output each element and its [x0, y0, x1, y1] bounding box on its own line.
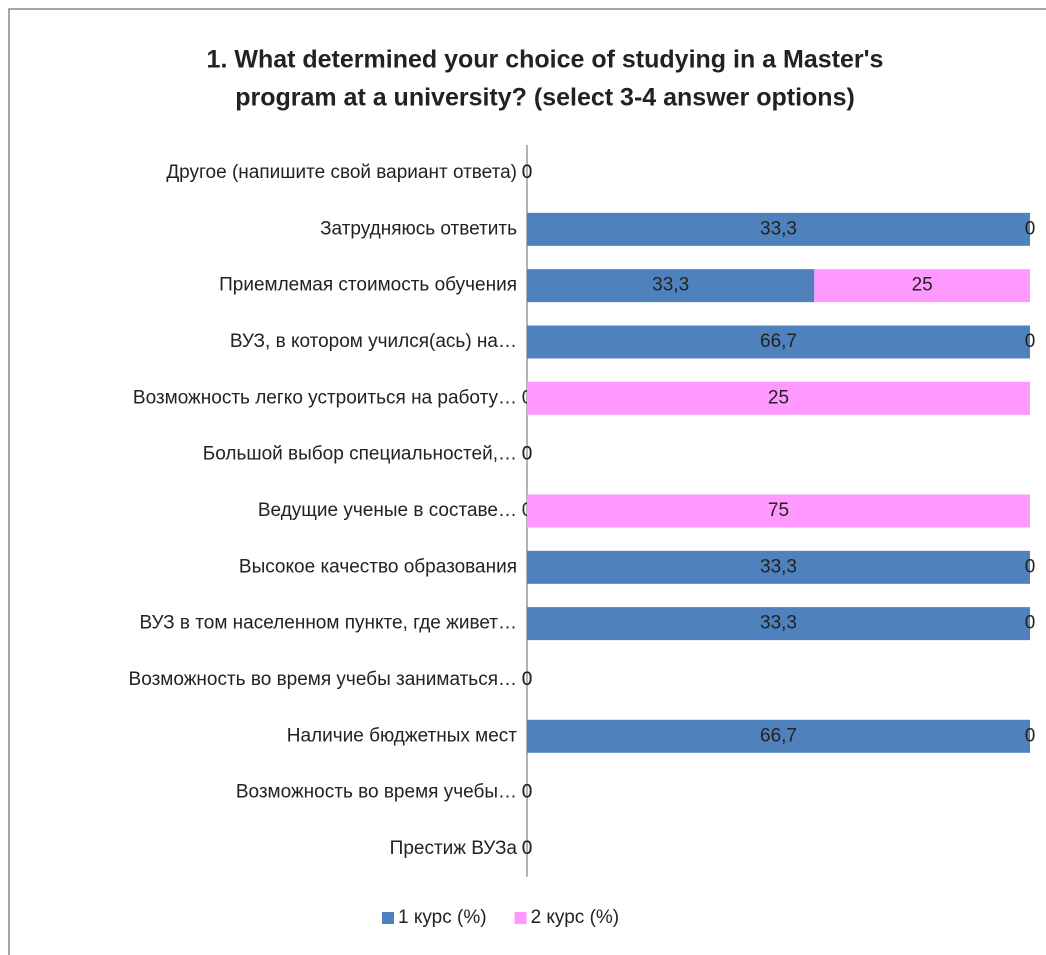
value-label: 0 — [522, 838, 533, 859]
category-label: Другое (напишите свой вариант ответа) — [166, 162, 517, 183]
category-label: Затрудняюсь ответить — [320, 218, 517, 239]
legend-swatch — [382, 912, 394, 924]
value-label: 75 — [768, 500, 789, 521]
value-label: 0 — [522, 162, 533, 183]
value-label: 25 — [768, 387, 789, 408]
category-label: Возможность легко устроиться на работу… — [133, 387, 517, 408]
bar-segment — [527, 325, 1030, 359]
category-label: Большой выбор специальностей,… — [203, 444, 517, 465]
category-label: Приемлемая стоимость обучения — [219, 275, 517, 296]
chart-title: 1. What determined your choice of studyi… — [207, 46, 884, 74]
category-label: ВУЗ в том населенном пункте, где живет… — [139, 613, 517, 634]
category-label: Высокое качество образования — [239, 556, 517, 577]
category-label: Ведущие ученые в составе… — [258, 500, 517, 521]
value-label: 0 — [522, 669, 533, 690]
bar-segment — [527, 607, 1030, 641]
value-label: 0 — [522, 444, 533, 465]
value-label: 0 — [1025, 613, 1036, 634]
bar-segment — [527, 494, 1030, 528]
legend-label: 2 курс (%) — [531, 907, 620, 928]
bar-segment — [527, 381, 1030, 415]
value-label: 0 — [522, 782, 533, 803]
legend-label: 1 курс (%) — [398, 907, 487, 928]
value-label: 33,3 — [760, 218, 797, 239]
value-label: 0 — [522, 669, 533, 690]
value-label: 0 — [1025, 218, 1036, 239]
category-label: ВУЗ, в котором учился(ась) на… — [230, 331, 517, 352]
bar-segment — [527, 269, 815, 303]
value-label: 0 — [522, 162, 533, 183]
value-label: 33,3 — [652, 275, 689, 296]
value-label: 33,3 — [760, 613, 797, 634]
value-label: 0 — [522, 782, 533, 803]
bar-segment — [814, 269, 1030, 303]
value-label: 0 — [522, 838, 533, 859]
category-label: Возможность во время учебы… — [236, 782, 517, 803]
category-label: Наличие бюджетных мест — [287, 725, 518, 746]
chart-title: program at a university? (select 3-4 ans… — [235, 84, 855, 112]
value-label: 0 — [522, 444, 533, 465]
value-label: 0 — [1025, 556, 1036, 577]
bar-segment — [527, 212, 1030, 246]
chart-border — [8, 8, 1046, 955]
value-label: 0 — [1025, 725, 1036, 746]
bar-segment — [527, 719, 1030, 753]
value-label: 33,3 — [760, 556, 797, 577]
value-label: 25 — [912, 275, 933, 296]
legend-swatch — [514, 912, 527, 924]
category-label: Престиж ВУЗа — [390, 838, 518, 859]
value-label: 0 — [1025, 331, 1036, 352]
category-label: Возможность во время учебы заниматься… — [129, 669, 517, 690]
value-label: 66,7 — [760, 725, 797, 746]
value-label: 66,7 — [760, 331, 797, 352]
bar-segment — [527, 550, 1030, 584]
